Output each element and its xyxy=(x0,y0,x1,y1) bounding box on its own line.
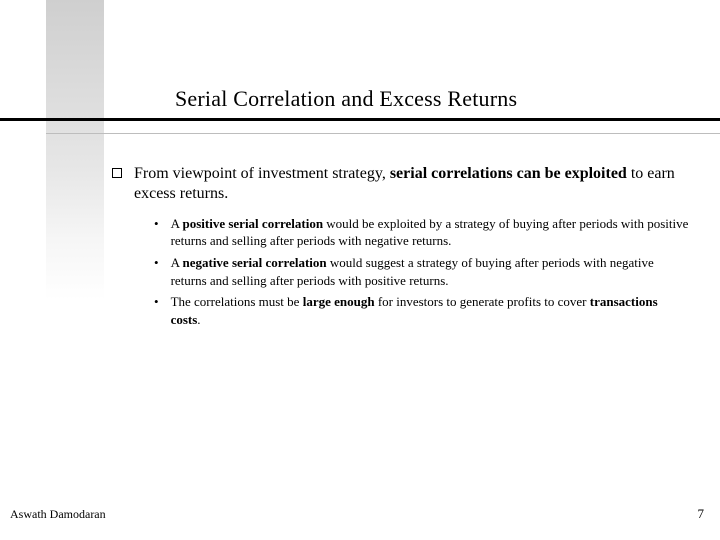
sub-text-part: The correlations must be xyxy=(171,294,303,309)
slide: Serial Correlation and Excess Returns Fr… xyxy=(0,0,720,540)
content-block: From viewpoint of investment strategy, s… xyxy=(112,164,690,332)
title-block: Serial Correlation and Excess Returns xyxy=(175,86,695,112)
sidebar-gradient xyxy=(46,0,104,300)
sub-text-part: for investors to generate profits to cov… xyxy=(375,294,590,309)
main-text-prefix: From viewpoint of investment strategy, xyxy=(134,165,390,182)
sub-text-part: . xyxy=(197,312,200,327)
sub-text-bold: negative serial correlation xyxy=(182,255,326,270)
sub-bullet-row: • A positive serial correlation would be… xyxy=(154,215,690,250)
sub-bullet-list: • A positive serial correlation would be… xyxy=(154,215,690,328)
checkbox-icon xyxy=(112,168,122,178)
main-bullet-row: From viewpoint of investment strategy, s… xyxy=(112,164,690,205)
sub-bullet-row: • A negative serial correlation would su… xyxy=(154,254,690,289)
main-text-bold: serial correlations can be exploited xyxy=(390,165,627,182)
sub-text-bold: positive serial correlation xyxy=(182,216,323,231)
horizontal-rule-thick xyxy=(0,118,720,121)
sub-bullet-text: The correlations must be large enough fo… xyxy=(171,293,690,328)
main-bullet-text: From viewpoint of investment strategy, s… xyxy=(134,164,690,205)
bullet-icon: • xyxy=(154,293,159,311)
footer-author: Aswath Damodaran xyxy=(10,507,106,522)
footer-page-number: 7 xyxy=(698,506,705,522)
sub-text-part: A xyxy=(171,216,183,231)
sub-bullet-text: A positive serial correlation would be e… xyxy=(171,215,690,250)
bullet-icon: • xyxy=(154,215,159,233)
bullet-icon: • xyxy=(154,254,159,272)
sub-text-part: A xyxy=(171,255,183,270)
sub-bullet-row: • The correlations must be large enough … xyxy=(154,293,690,328)
slide-title: Serial Correlation and Excess Returns xyxy=(175,86,695,112)
horizontal-rule-thin xyxy=(46,133,720,134)
sub-text-bold: large enough xyxy=(303,294,375,309)
sub-bullet-text: A negative serial correlation would sugg… xyxy=(171,254,690,289)
